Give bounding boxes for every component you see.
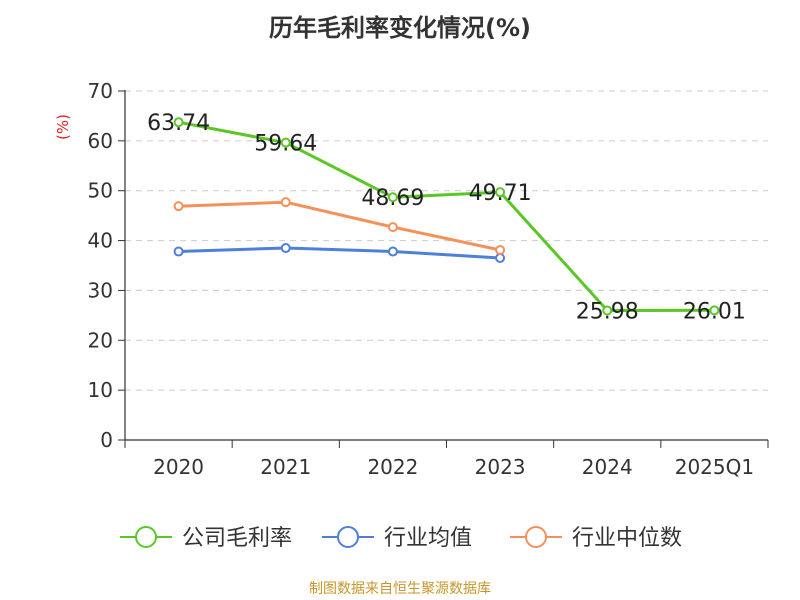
series-1-point: [495, 187, 506, 198]
series-layer: [173, 117, 720, 316]
y-tick-label: 20: [88, 328, 113, 352]
grid-layer: [125, 90, 768, 391]
series-line-1: [178, 120, 715, 312]
x-tick-label: 2020: [153, 455, 204, 479]
chart-title: 历年毛利率变化情况(%): [269, 14, 531, 42]
x-tick-label: 2024: [582, 455, 633, 479]
series-1-point: [602, 305, 613, 316]
series-3-point: [495, 245, 506, 256]
series-1-point: [173, 117, 184, 128]
y-tick-label: 30: [88, 278, 113, 302]
series-2-point: [173, 246, 184, 257]
series-line-3: [178, 200, 501, 252]
y-tick-label: 10: [88, 378, 113, 402]
legend-item-3[interactable]: 行业中位数: [510, 526, 682, 551]
series-2-point: [280, 243, 291, 254]
y-tick-label: 0: [100, 428, 113, 452]
y-tick-label: 60: [88, 129, 113, 153]
legend[interactable]: 公司毛利率 行业均值 行业中位数: [120, 526, 682, 551]
y-tick-label: 70: [88, 79, 113, 103]
data-label: 63.74: [147, 111, 210, 136]
legend-label: 公司毛利率: [182, 526, 292, 551]
legend-label: 行业中位数: [572, 526, 682, 551]
series-3-point: [387, 222, 398, 233]
series-line-2: [178, 246, 501, 260]
series-3-point: [173, 201, 184, 212]
legend-marker: [135, 526, 157, 548]
legend-item-2[interactable]: 行业均值: [322, 526, 472, 551]
data-label: 59.64: [254, 132, 317, 157]
series-1-point: [280, 137, 291, 148]
data-label: 26.01: [683, 299, 746, 324]
axis-layer: 0 10 20 30 40 50 60 70 2020 2021 2022 2023 2024 2025Q…: [54, 79, 769, 479]
x-tick-label: 2023: [475, 455, 526, 479]
y-axis-label: (%): [54, 114, 72, 140]
data-label: 25.98: [576, 299, 639, 324]
data-label: 49.71: [469, 181, 532, 206]
y-tick-label: 40: [88, 229, 113, 253]
series-1-point: [387, 192, 398, 203]
data-label: 48.69: [361, 186, 424, 211]
legend-marker: [525, 526, 547, 548]
series-1-point: [709, 305, 720, 316]
legend-marker: [337, 526, 359, 548]
x-tick-label: 2022: [367, 455, 418, 479]
legend-item-1[interactable]: 公司毛利率: [120, 526, 292, 551]
y-tick-label: 50: [88, 179, 113, 203]
source-note: 制图数据来自恒生聚源数据库: [309, 581, 491, 597]
series-2-point: [387, 246, 398, 257]
series-3-point: [280, 197, 291, 208]
x-tick-label: 2025Q1: [675, 455, 754, 479]
data-label-layer: 63.74 59.64 48.69 49.71 25.98 26.01: [147, 111, 746, 324]
series-2-point: [495, 253, 506, 264]
x-tick-label: 2021: [260, 455, 311, 479]
legend-label: 行业均值: [384, 526, 472, 551]
